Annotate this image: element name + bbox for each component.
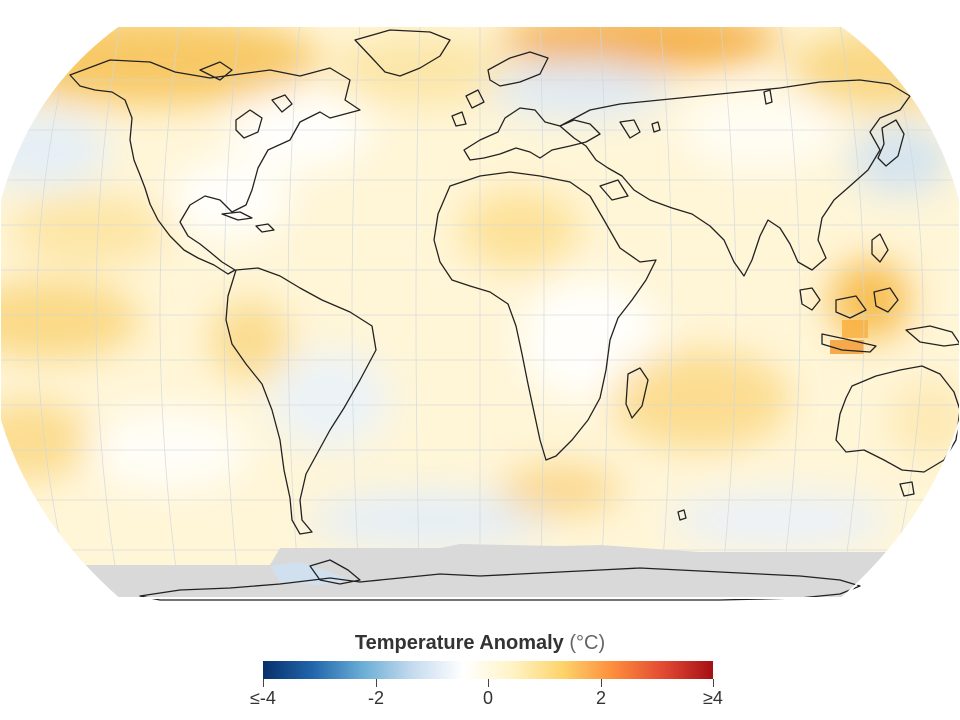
colorbar-tick xyxy=(263,679,264,687)
legend-title-text: Temperature Anomaly xyxy=(354,632,564,654)
colorbar-tick-label: -2 xyxy=(367,688,384,708)
antarctica-outline xyxy=(139,567,861,601)
colorbar-tick xyxy=(713,679,714,687)
colorbar-tick-label: ≥4 xyxy=(703,688,723,708)
world-map xyxy=(0,25,960,601)
temperature-anomaly-map xyxy=(0,25,960,601)
no-data-region xyxy=(0,544,960,598)
graticule xyxy=(0,26,960,598)
legend-title: Temperature Anomaly (°C) xyxy=(0,632,960,655)
south-america-outline xyxy=(225,267,377,535)
greenland-outline xyxy=(354,29,451,77)
colorbar xyxy=(263,661,713,679)
color-legend: Temperature Anomaly (°C) ≤-4 -2 0 2 ≥4 xyxy=(0,620,960,720)
colorbar-tick xyxy=(601,679,602,687)
colorbar-tick xyxy=(376,679,377,687)
europe-outline xyxy=(463,107,601,161)
anomaly-field xyxy=(0,26,960,598)
colorbar-tick xyxy=(488,679,489,687)
asia-outline xyxy=(559,79,911,277)
colorbar-tick-label: 2 xyxy=(595,688,606,708)
australia-outline xyxy=(835,365,960,473)
japan-outline xyxy=(877,119,905,167)
colorbar-tick-label: ≤-4 xyxy=(250,688,276,708)
coastlines xyxy=(69,29,960,601)
north-america-outline xyxy=(69,59,361,275)
legend-unit: (°C) xyxy=(569,632,606,654)
africa-outline xyxy=(433,171,657,461)
colorbar-tick-label: 0 xyxy=(482,688,493,708)
